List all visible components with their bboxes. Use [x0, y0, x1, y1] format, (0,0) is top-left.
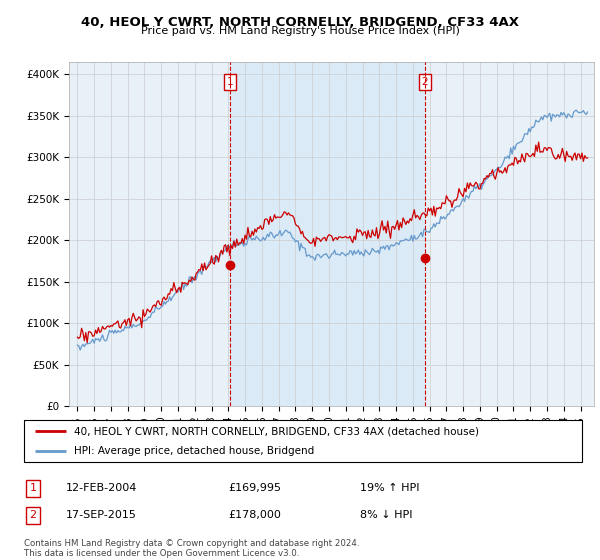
Text: £169,995: £169,995: [228, 483, 281, 493]
Text: HPI: Average price, detached house, Bridgend: HPI: Average price, detached house, Brid…: [74, 446, 314, 456]
Text: 2: 2: [422, 77, 428, 87]
Text: 17-SEP-2015: 17-SEP-2015: [66, 510, 137, 520]
Bar: [230, 62, 425, 406]
Text: 2: 2: [29, 510, 37, 520]
Text: 40, HEOL Y CWRT, NORTH CORNELLY, BRIDGEND, CF33 4AX (detached house): 40, HEOL Y CWRT, NORTH CORNELLY, BRIDGEN…: [74, 426, 479, 436]
Text: 1: 1: [227, 77, 233, 87]
Text: Contains HM Land Registry data © Crown copyright and database right 2024.
This d: Contains HM Land Registry data © Crown c…: [24, 539, 359, 558]
Text: Price paid vs. HM Land Registry's House Price Index (HPI): Price paid vs. HM Land Registry's House …: [140, 26, 460, 36]
Text: 1: 1: [29, 483, 37, 493]
Text: £178,000: £178,000: [228, 510, 281, 520]
Text: 8% ↓ HPI: 8% ↓ HPI: [360, 510, 413, 520]
Text: 19% ↑ HPI: 19% ↑ HPI: [360, 483, 419, 493]
Text: 12-FEB-2004: 12-FEB-2004: [66, 483, 137, 493]
FancyBboxPatch shape: [24, 420, 582, 462]
Text: 40, HEOL Y CWRT, NORTH CORNELLY, BRIDGEND, CF33 4AX: 40, HEOL Y CWRT, NORTH CORNELLY, BRIDGEN…: [81, 16, 519, 29]
